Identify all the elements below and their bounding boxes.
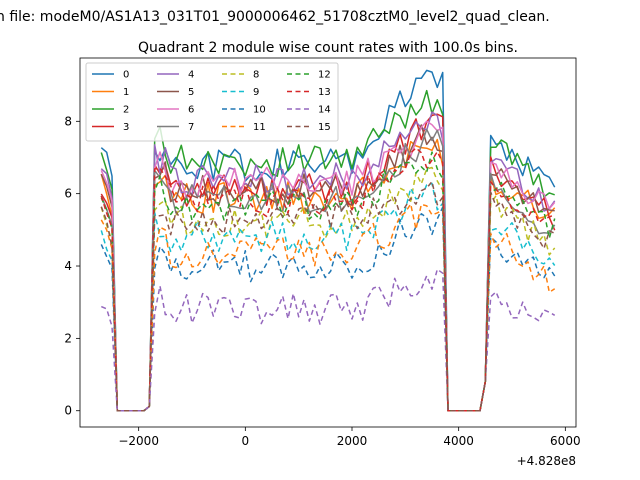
x-tick-label: −2000: [118, 434, 159, 448]
y-tick-label: 2: [64, 331, 72, 345]
legend-label-14: 14: [318, 105, 331, 116]
y-tick-label: 4: [64, 259, 72, 273]
legend-label-9: 9: [253, 87, 259, 98]
legend-label-7: 7: [188, 122, 194, 133]
x-tick-label: 4000: [443, 434, 474, 448]
y-tick-label: 8: [64, 114, 72, 128]
legend-label-10: 10: [253, 105, 266, 116]
legend-label-2: 2: [123, 105, 129, 116]
chart-title: Quadrant 2 module wise count rates with …: [138, 40, 518, 56]
legend-label-0: 0: [123, 70, 129, 81]
series-line-12: [100, 151, 556, 412]
legend-label-13: 13: [318, 87, 331, 98]
legend-label-15: 15: [318, 122, 331, 133]
legend-label-6: 6: [188, 105, 194, 116]
x-tick-label: 0: [242, 434, 250, 448]
series-line-15: [100, 180, 556, 412]
figure-suptitle: n file: modeM0/AS1A13_031T01_9000006462_…: [0, 9, 550, 25]
x-tick-label: 6000: [550, 434, 581, 448]
y-tick-label: 6: [64, 187, 72, 201]
x-offset-label: +4.828e8: [517, 454, 576, 468]
legend-label-11: 11: [253, 122, 266, 133]
legend-label-3: 3: [123, 122, 129, 133]
axes-layer: −2000 0 2000 4000 6000 0 2 4 6 8: [64, 57, 581, 448]
plot-frame: [79, 57, 577, 428]
series-layer: [100, 69, 556, 412]
legend-label-4: 4: [188, 70, 194, 81]
legend-label-12: 12: [318, 70, 331, 81]
legend-label-1: 1: [123, 87, 129, 98]
y-tick-label: 0: [64, 404, 72, 418]
x-tick-label: 2000: [337, 434, 368, 448]
legend-label-8: 8: [253, 70, 259, 81]
legend-box: [85, 62, 339, 142]
legend-label-5: 5: [188, 87, 194, 98]
